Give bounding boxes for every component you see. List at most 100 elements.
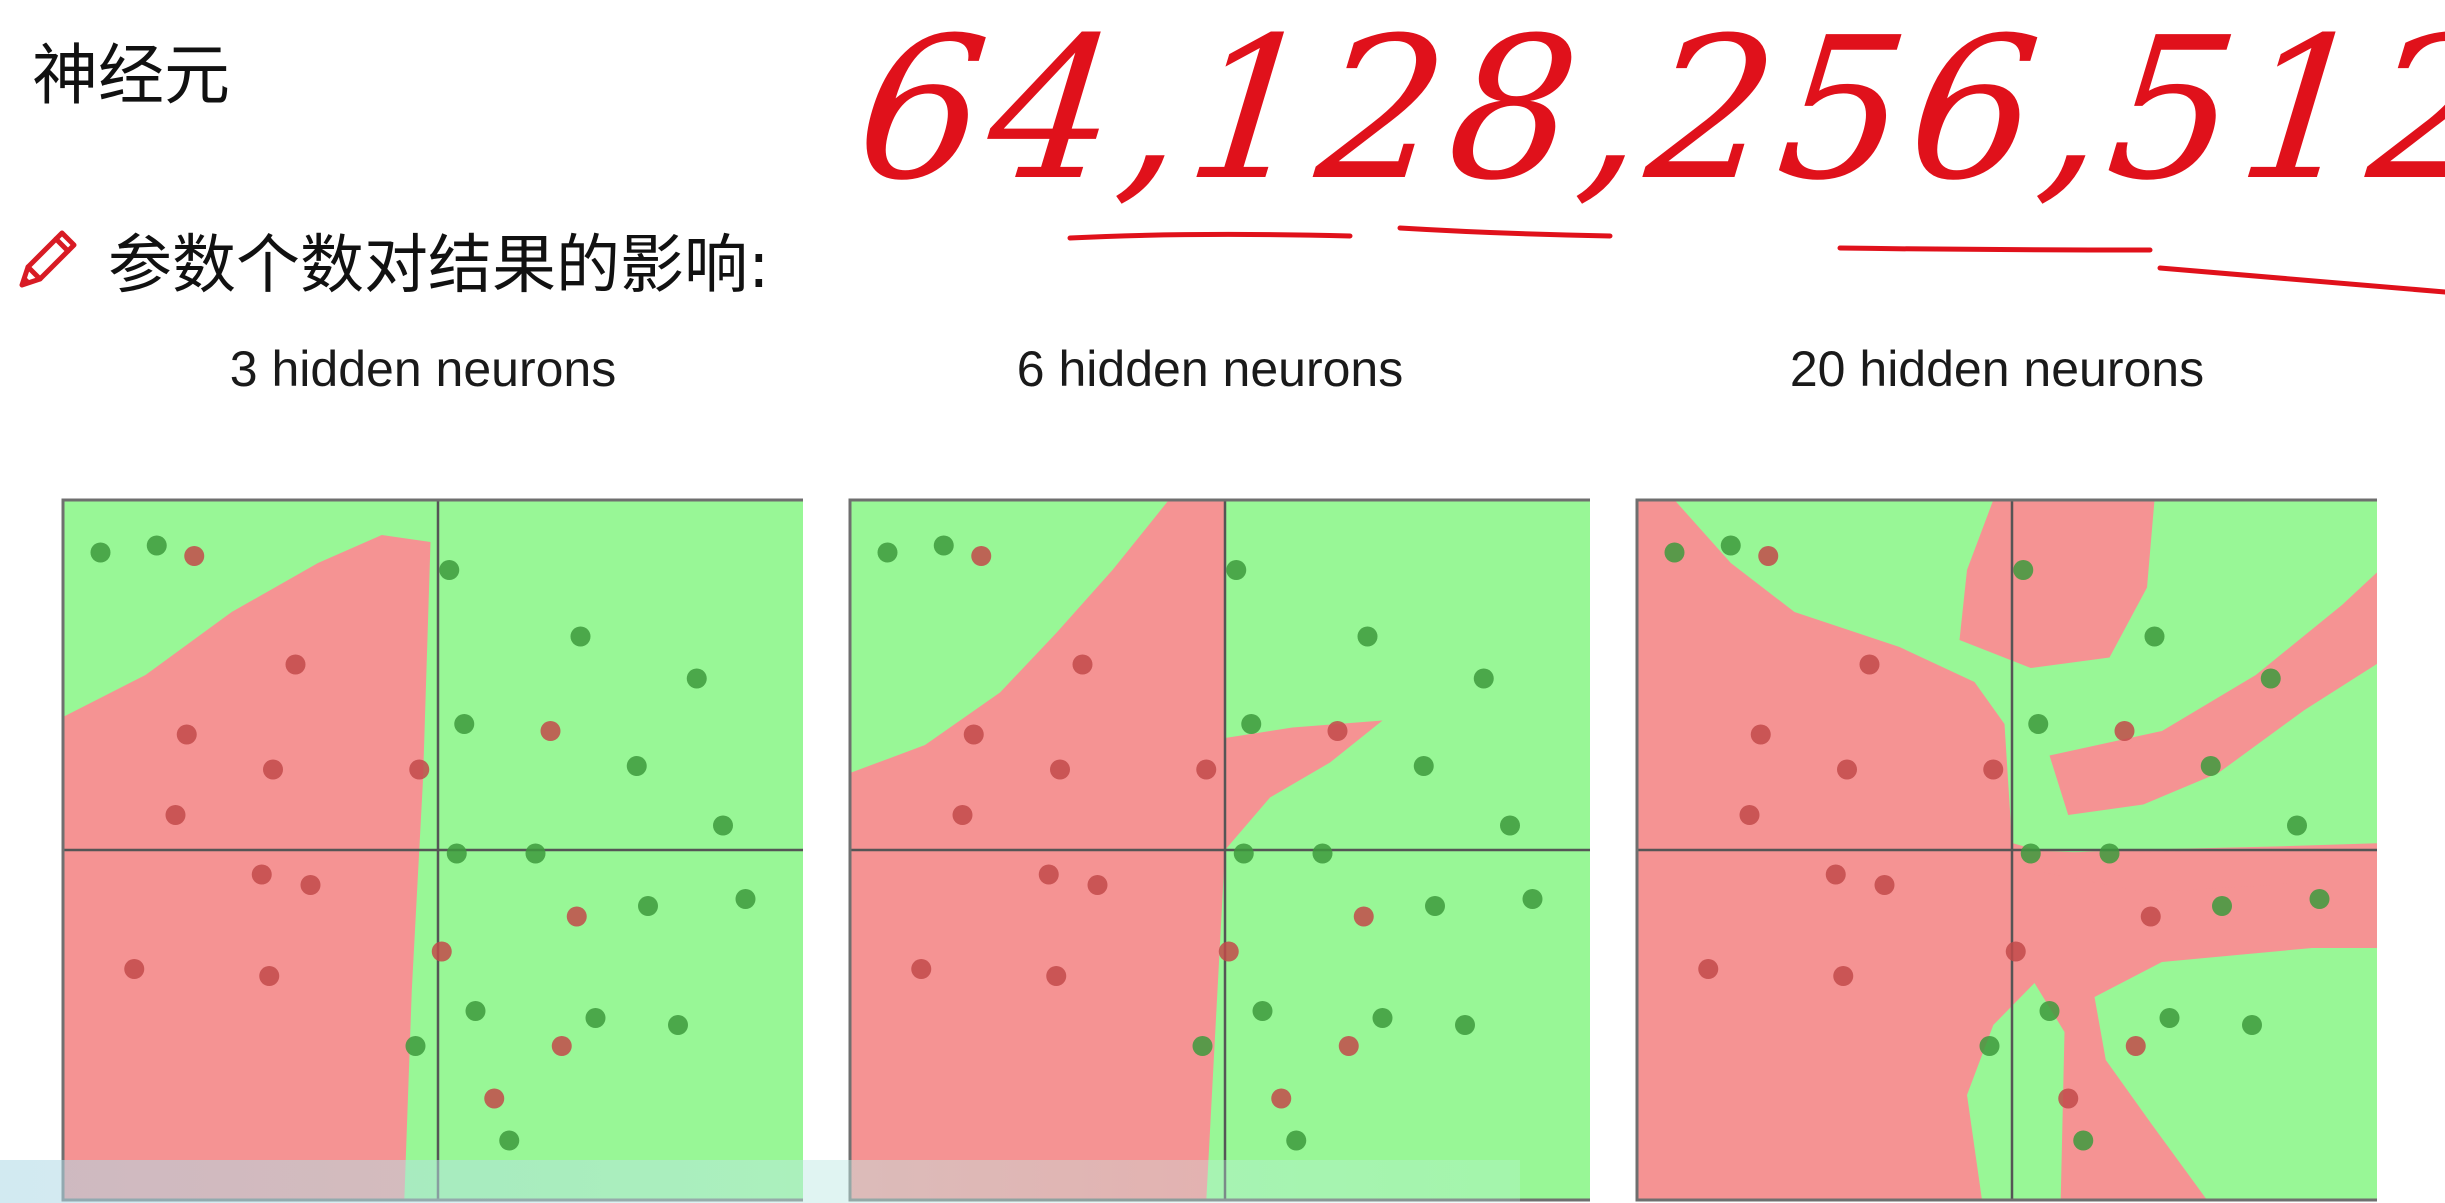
green-data-point [2159,1008,2180,1028]
red-data-point [1983,759,2004,780]
subtitle: 参数个数对结果的影响: [108,229,770,303]
red-region [2049,572,2377,815]
red-data-point [1072,654,1093,675]
green-data-point [933,535,954,556]
red-data-point [285,654,306,675]
red-data-point [184,546,205,566]
green-data-point [570,626,591,647]
green-data-point [1252,1001,1273,1021]
green-data-point [1500,815,1520,836]
plot-body [848,498,1590,1202]
green-data-point [146,535,167,556]
green-data-point [1455,1015,1475,1035]
green-data-point [2013,560,2034,580]
red-data-point [1218,941,1239,962]
underline-3 [1837,245,2153,253]
green-data-point [1413,756,1434,776]
red-data-point [911,959,932,979]
green-data-point [1226,560,1247,580]
red-data-point [566,906,587,927]
green-data-point [2287,815,2307,836]
red-data-point [300,875,321,895]
green-data-point [90,542,111,563]
red-data-point [1758,546,1779,566]
panel-title: 20 hidden neurons [1789,341,2205,397]
underline-4 [2157,265,2445,295]
green-data-point [1286,1130,1307,1151]
green-data-point [626,756,647,776]
red-data-point [1750,724,1771,745]
green-data-point [735,889,756,909]
panel-3-neurons: 3 hidden neurons [43,340,803,1203]
red-data-point [2058,1088,2079,1109]
green-data-point [2309,889,2330,909]
green-data-point [638,896,658,916]
green-data-point [2073,1130,2094,1151]
green-data-point [1372,1008,1393,1028]
red-data-point [124,959,145,979]
pencil-icon [19,230,77,288]
green-data-point [405,1036,426,1056]
red-data-point [971,546,992,566]
green-data-point [1425,896,1445,916]
red-data-point [2005,941,2026,962]
handwritten-underlines [1067,225,2445,295]
red-data-point [1874,875,1895,895]
green-data-point [2144,626,2165,647]
panel-20-neurons: 20 hidden neurons [1617,340,2377,1203]
green-data-point [2242,1015,2262,1035]
red-data-point [1327,721,1348,741]
red-data-point [1196,759,1217,780]
red-data-point [1353,906,1374,927]
plot-frame [1635,498,2377,1202]
panel-title: 3 hidden neurons [229,341,617,397]
red-data-point [1833,966,1854,986]
green-data-point [1720,535,1741,556]
red-data-point [431,941,452,962]
red-data-point [540,721,561,741]
red-data-point [2125,1036,2146,1056]
green-data-point [713,815,733,836]
page-heading: 神经元 [32,37,230,114]
panel-title: 6 hidden neurons [1016,341,1404,397]
red-data-point [1859,654,1880,675]
red-data-point [1338,1036,1359,1056]
red-data-point [1837,759,1857,780]
red-data-point [1698,959,1719,979]
green-data-point [2099,843,2120,864]
red-data-point [484,1088,505,1109]
green-data-point [686,668,707,689]
red-data-point [251,864,272,885]
green-data-point [1979,1036,2000,1056]
plot-body [1635,498,2377,1202]
red-data-point [1825,864,1846,885]
red-data-point [1271,1088,1292,1109]
red-data-point [1739,805,1760,825]
green-data-point [525,843,546,864]
underline-2 [1397,225,1613,239]
red-data-point [551,1036,572,1056]
green-data-point [668,1015,688,1035]
red-data-point [1050,759,1070,780]
red-data-point [952,805,973,825]
red-data-point [259,966,280,986]
red-data-point [165,805,186,825]
green-data-point [465,1001,486,1021]
green-data-point [1522,889,1543,909]
subtitle-row: 参数个数对结果的影响: [12,210,770,310]
green-data-point [439,560,460,580]
green-data-point [2260,668,2281,689]
green-data-point [1312,843,1333,864]
handwritten-annotation: 64,128,256,512 [848,0,2445,300]
red-data-point [963,724,984,745]
green-data-point [499,1130,520,1151]
red-data-point [1046,966,1067,986]
red-data-point [176,724,197,745]
green-data-point [2212,896,2232,916]
green-data-point [2200,756,2221,776]
green-data-point [877,542,898,563]
red-data-point [2114,721,2135,741]
green-data-point [1473,668,1494,689]
red-data-point [1087,875,1108,895]
green-data-point [454,714,475,734]
